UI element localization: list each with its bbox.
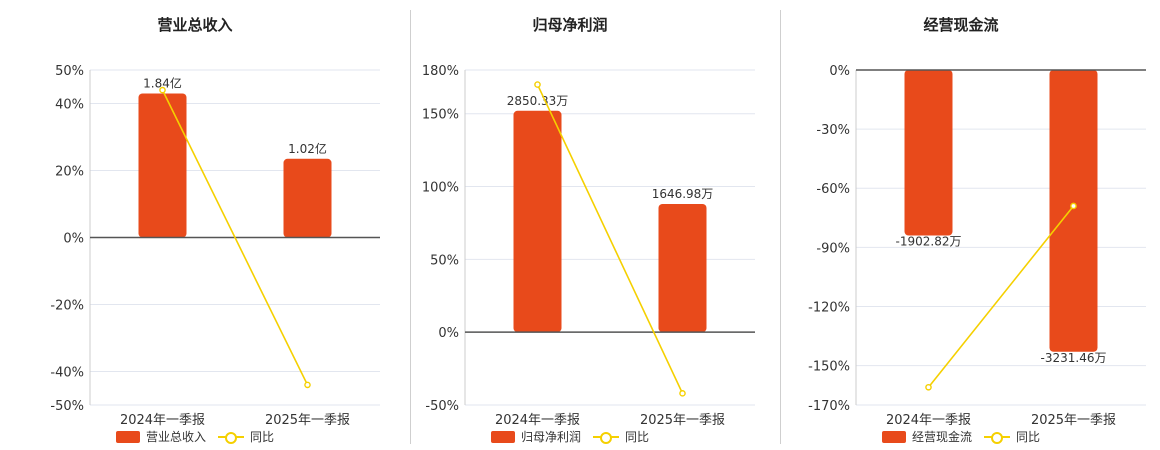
legend-label: 同比 xyxy=(1016,430,1041,444)
net-profit-chart: 180% 150% 100% 50% 0% -50% 2850.33万 1646.98万 202… xyxy=(422,64,755,428)
legend-item-line[interactable]: 同比 xyxy=(593,428,649,445)
y-tick-label: -20% xyxy=(50,299,84,314)
y-tick-label: -50% xyxy=(50,399,84,414)
y-tick-label: 50% xyxy=(430,253,459,268)
legend-label: 营业总收入 xyxy=(145,430,206,444)
bar xyxy=(658,204,707,333)
y-tick-label: 0% xyxy=(63,232,84,247)
yoy-series-line xyxy=(536,84,684,394)
bar-data-label: -1902.82万 xyxy=(896,235,962,249)
bar-data-label: 1.02亿 xyxy=(288,141,327,156)
legend-label: 同比 xyxy=(625,430,650,444)
legend-item-bar[interactable]: 营业总收入 xyxy=(115,428,206,445)
yoy-point xyxy=(534,81,541,88)
legend-bar-swatch xyxy=(115,430,140,443)
yoy-point xyxy=(1070,202,1077,210)
bar xyxy=(138,93,187,238)
revenue-chart-panel: 营业总收入 50% 40% 20% 0% -20% -40% -50% 1.84亿 1.02亿 2… xyxy=(10,0,380,450)
chart-title: 营业总收入 xyxy=(157,16,233,34)
yoy-point xyxy=(304,381,311,389)
bar-data-label: 1.84亿 xyxy=(143,75,182,90)
y-tick-label: -30% xyxy=(816,123,850,138)
legend-line-swatch xyxy=(218,431,244,444)
legend-item-bar[interactable]: 经营现金流 xyxy=(881,428,972,445)
legend-bar-swatch xyxy=(881,430,906,443)
y-tick-label: -90% xyxy=(816,241,850,256)
yoy-series-line xyxy=(927,205,1075,388)
legend-bar-swatch xyxy=(490,430,515,443)
yoy-point xyxy=(159,86,166,94)
yoy-series-line xyxy=(161,89,309,386)
chart-title: 经营现金流 xyxy=(923,16,999,34)
bar xyxy=(1049,70,1098,352)
x-tick-label: 2025年一季报 xyxy=(265,413,350,428)
x-tick-label: 2025年一季报 xyxy=(1031,413,1116,428)
bar xyxy=(513,110,562,333)
legend-line-swatch xyxy=(984,431,1010,444)
y-tick-label: 180% xyxy=(422,64,459,79)
net-profit-chart-panel: 归母净利润 180% 150% 100% 50% 0% -50% 2850.33万 1646.… xyxy=(385,0,755,450)
x-tick-label: 2024年一季报 xyxy=(495,413,580,428)
bar-data-label: 1646.98万 xyxy=(652,187,714,201)
cash-flow-chart-panel: 经营现金流 0% -30% -60% -90% -120% -150% -170% -1902… xyxy=(776,0,1146,450)
revenue-chart: 50% 40% 20% 0% -20% -40% -50% 1.84亿 1.02亿 2024年一季… xyxy=(50,64,380,428)
legend-item-line[interactable]: 同比 xyxy=(984,428,1040,445)
legend-item-bar[interactable]: 归母净利润 xyxy=(490,428,581,445)
cash-flow-chart: 0% -30% -60% -90% -120% -150% -170% -1902.82万 -3… xyxy=(808,64,1146,428)
y-tick-label: -170% xyxy=(808,399,850,414)
bar xyxy=(904,70,953,236)
y-tick-label: -50% xyxy=(425,399,459,414)
y-tick-label: 0% xyxy=(829,64,850,79)
y-tick-label: 20% xyxy=(55,165,84,180)
legend-label: 归母净利润 xyxy=(520,430,581,444)
legend: 经营现金流 同比 xyxy=(776,428,1146,445)
legend-label: 经营现金流 xyxy=(911,430,972,444)
legend: 营业总收入 同比 xyxy=(10,428,380,445)
legend: 归母净利润 同比 xyxy=(385,428,755,445)
yoy-point xyxy=(925,383,932,391)
yoy-point xyxy=(679,390,686,397)
x-tick-label: 2025年一季报 xyxy=(640,413,725,428)
y-tick-label: 40% xyxy=(55,98,84,113)
y-tick-label: -40% xyxy=(50,366,84,381)
panel-divider xyxy=(780,10,781,444)
y-tick-label: 100% xyxy=(422,181,459,196)
y-tick-label: -150% xyxy=(808,360,850,375)
legend-label: 同比 xyxy=(250,430,275,444)
y-tick-label: -60% xyxy=(816,182,850,197)
panel-divider xyxy=(410,10,411,444)
bar-data-label: -3231.46万 xyxy=(1041,351,1107,365)
bar-data-label: 2850.33万 xyxy=(507,94,569,108)
legend-line-swatch xyxy=(593,431,619,444)
y-tick-label: -120% xyxy=(808,300,850,315)
x-tick-label: 2024年一季报 xyxy=(120,413,205,428)
x-tick-label: 2024年一季报 xyxy=(886,413,971,428)
y-tick-label: 0% xyxy=(438,326,459,341)
legend-item-line[interactable]: 同比 xyxy=(218,428,274,445)
y-tick-label: 50% xyxy=(55,64,84,79)
chart-title: 归母净利润 xyxy=(532,16,608,34)
y-tick-label: 150% xyxy=(422,108,459,123)
bar xyxy=(283,158,332,238)
